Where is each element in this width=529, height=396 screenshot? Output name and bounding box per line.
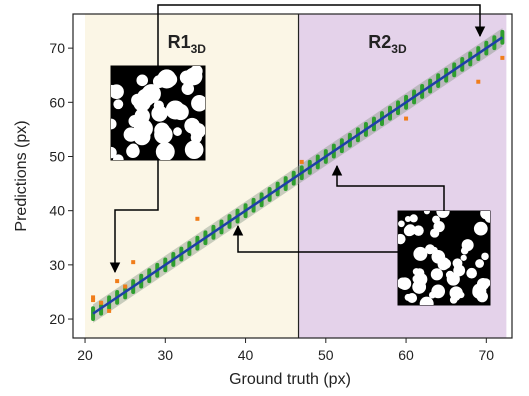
particle	[466, 268, 477, 279]
particle	[453, 265, 465, 277]
region-name: R2	[368, 32, 391, 52]
outlier	[195, 217, 199, 221]
region-name: R1	[168, 32, 191, 52]
particle	[136, 75, 148, 87]
outlier	[107, 309, 111, 313]
x-tick-label: 70	[479, 347, 495, 363]
particle	[398, 220, 405, 227]
particle	[133, 94, 151, 112]
outlier	[476, 80, 480, 84]
y-axis-label: Predictions (px)	[13, 120, 30, 231]
outlier	[115, 279, 119, 283]
outlier	[131, 260, 135, 264]
chart: Ground truth (px) Predictions (px) R13DR…	[0, 0, 529, 391]
particle	[432, 216, 440, 224]
particle	[415, 268, 424, 277]
particle	[399, 277, 412, 290]
outlier	[91, 295, 95, 299]
particle	[191, 132, 202, 143]
x-axis-label: Ground truth (px)	[229, 371, 351, 388]
particle	[113, 99, 123, 109]
outlier	[99, 301, 103, 305]
y-tick-label: 70	[49, 40, 65, 56]
x-tick-label: 40	[238, 347, 254, 363]
particle	[431, 285, 445, 299]
particle	[157, 69, 176, 88]
particle	[129, 115, 141, 127]
outlier	[123, 285, 127, 289]
y-tick-label: 50	[49, 148, 65, 164]
particle	[462, 239, 474, 251]
x-tick-label: 50	[318, 347, 334, 363]
particle	[412, 280, 426, 294]
particle	[151, 105, 167, 121]
particle	[404, 225, 415, 236]
outlier	[404, 117, 408, 121]
particle	[128, 144, 139, 155]
particle	[184, 118, 200, 134]
page: {"chart_data": { "type": "scatter", "xla…	[0, 0, 529, 391]
particle	[185, 140, 204, 159]
region-subscript: 3D	[191, 42, 207, 56]
y-tick-label: 60	[49, 94, 65, 110]
inset-image	[395, 205, 494, 311]
particle	[173, 104, 189, 120]
particle	[431, 250, 445, 264]
particle	[450, 296, 458, 304]
particle	[185, 68, 203, 86]
particle	[461, 255, 467, 261]
x-tick-label: 20	[77, 347, 93, 363]
y-tick-label: 40	[49, 203, 65, 219]
particle	[156, 142, 175, 161]
outlier	[500, 56, 504, 60]
particle	[481, 253, 488, 260]
particle	[407, 293, 417, 303]
inset-image	[105, 65, 207, 165]
outlier	[300, 160, 304, 164]
y-tick-label: 30	[49, 257, 65, 273]
particle	[410, 214, 418, 222]
y-tick-label: 20	[49, 311, 65, 327]
particle	[474, 222, 488, 236]
region-subscript: 3D	[391, 42, 407, 56]
particle	[431, 268, 443, 280]
particle	[173, 127, 182, 136]
particle	[472, 283, 486, 297]
x-tick-label: 60	[398, 347, 414, 363]
particle	[154, 125, 173, 144]
x-tick-label: 30	[158, 347, 174, 363]
particle	[475, 259, 484, 268]
